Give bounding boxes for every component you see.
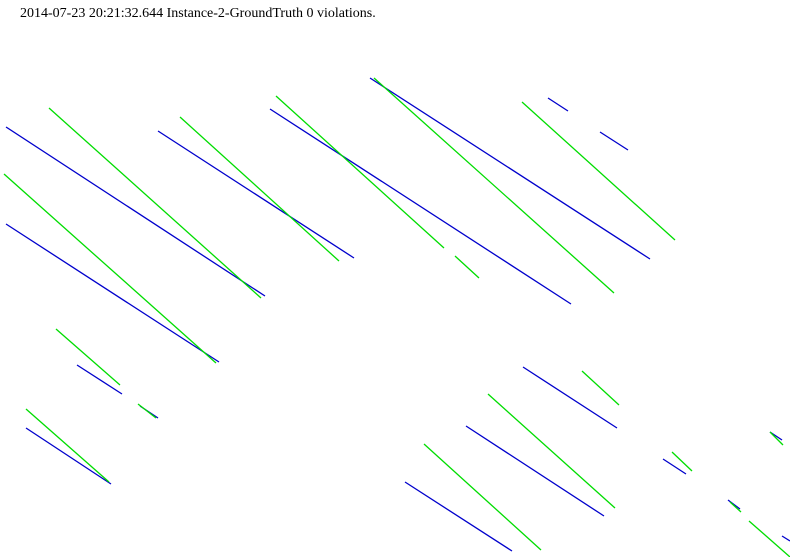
blue-line-segment (599, 131, 629, 151)
status-header: 2014-07-23 20:21:32.644 Instance-2-Groun… (20, 6, 376, 22)
green-line-segment (748, 520, 790, 557)
green-line-segment (487, 393, 616, 509)
blue-line-segment (547, 97, 569, 112)
green-line-segment (3, 173, 217, 364)
green-line-segment (275, 95, 445, 249)
green-line-segment (137, 403, 157, 419)
blue-line-segment (727, 499, 741, 510)
blue-line-segment (5, 126, 266, 297)
blue-line-segment (662, 458, 687, 475)
green-line-segment (581, 370, 620, 406)
blue-line-segment (157, 130, 355, 259)
green-line-segment (373, 77, 615, 294)
green-line-segment (55, 328, 121, 386)
green-line-segment (423, 443, 542, 551)
green-line-segment (179, 116, 340, 262)
timestamp-text: 2014-07-23 20:21:32.644 (20, 6, 164, 21)
violations-text: 0 violations. (306, 6, 376, 21)
green-line-segment (671, 451, 693, 472)
green-line-segment (48, 107, 262, 299)
green-line-segment (729, 501, 742, 513)
blue-line-segment (369, 77, 651, 260)
blue-line-segment (76, 364, 123, 395)
green-line-segment (521, 101, 676, 241)
green-line-segment (25, 408, 110, 483)
instance-name-text: Instance-2-GroundTruth (166, 6, 303, 21)
blue-line-segment (404, 481, 513, 552)
green-line-segment (769, 431, 784, 446)
blue-line-segment (269, 108, 572, 305)
blue-line-segment (25, 427, 112, 485)
blue-line-segment (781, 535, 790, 542)
blue-line-segment (522, 366, 618, 429)
blue-line-segment (5, 223, 220, 363)
green-line-segment (454, 255, 480, 279)
blue-line-segment (465, 425, 605, 517)
